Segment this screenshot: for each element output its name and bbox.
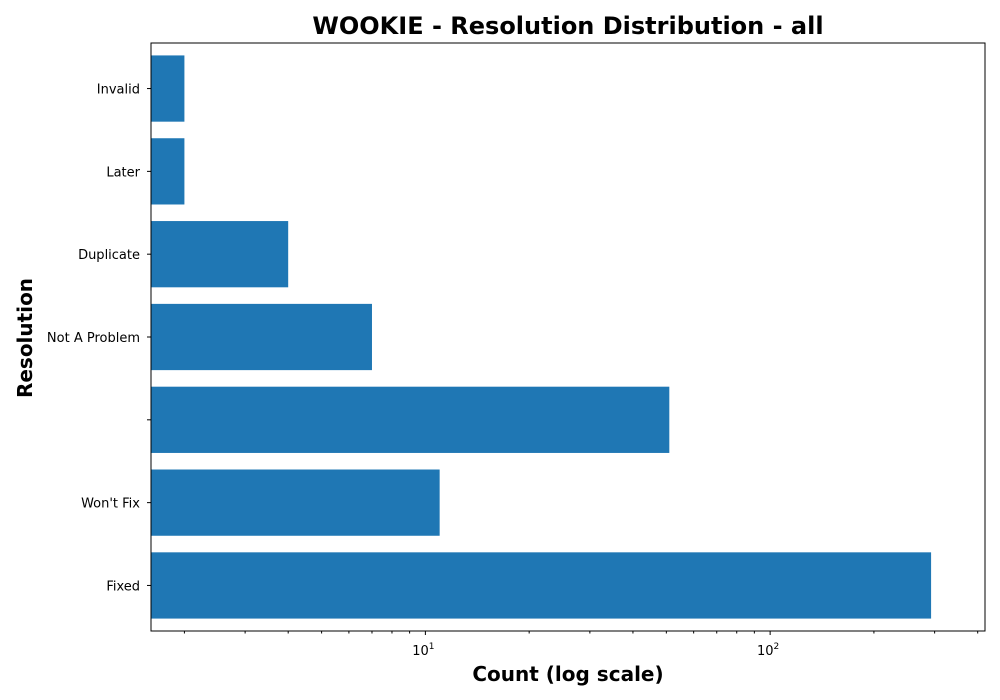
bar	[151, 387, 669, 453]
bar	[151, 221, 288, 287]
x-tick-label: 101	[412, 642, 434, 659]
y-tick-label: Fixed	[106, 579, 140, 594]
chart-title: WOOKIE - Resolution Distribution - all	[312, 12, 823, 40]
x-tick-label: 102	[757, 642, 779, 659]
bar	[151, 470, 440, 536]
y-tick-label: Later	[106, 165, 140, 180]
plot-area: Fixed Won't Fix Not A Problem Duplicate Late…	[47, 43, 985, 659]
bar	[151, 55, 184, 121]
y-tick-label: Duplicate	[78, 248, 140, 263]
bar	[151, 304, 372, 370]
y-tick-label: Not A Problem	[47, 331, 140, 346]
y-tick-label: Invalid	[97, 83, 140, 98]
y-tick-label: Won't Fix	[81, 497, 140, 512]
x-axis-label: Count (log scale)	[472, 662, 663, 686]
bar	[151, 138, 184, 204]
bar	[151, 552, 931, 618]
y-axis-label: Resolution	[13, 278, 37, 398]
